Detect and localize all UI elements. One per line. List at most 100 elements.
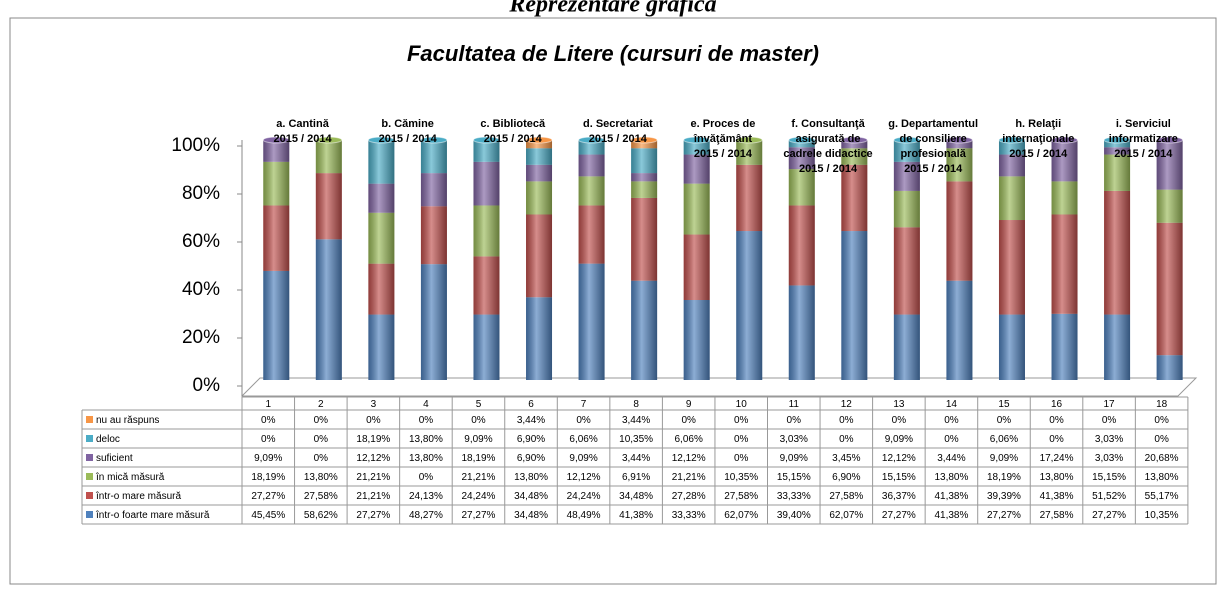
table-value: 0% [1154,415,1169,426]
group-label: f. Consultanţă [791,118,865,130]
bar-cap [315,136,343,144]
bar-cap [893,136,921,144]
table-value: 58,62% [304,510,338,521]
table-value: 0% [892,415,907,426]
group-label: h. Relaţii [1015,118,1061,130]
table-value: 18,19% [462,453,496,464]
table-value: 0% [681,415,696,426]
table-value: 9,09% [254,453,282,464]
bar-shading [315,140,342,380]
table-value: 3,44% [622,453,650,464]
table-value: 21,21% [462,472,496,483]
table-value: 34,48% [619,491,653,502]
table-value: 12,12% [882,453,916,464]
table-value: 0% [261,434,276,445]
group-label: d. Secretariat [583,118,653,130]
table-value: 39,40% [777,510,811,521]
x-tick-label: 7 [581,399,587,410]
table-value: 0% [734,415,749,426]
table-value: 12,12% [567,472,601,483]
group-label: b. Cămine [381,118,434,130]
group-period: 2015 / 2014 [694,148,753,160]
bar-cap [578,136,606,144]
table-value: 41,38% [1040,491,1074,502]
table-value: 55,17% [1145,491,1179,502]
table-value: 6,90% [517,434,545,445]
bar-cap [998,136,1026,144]
table-value: 3,44% [517,415,545,426]
table-value: 0% [366,415,381,426]
bar-shading [1051,140,1078,380]
bar-cap [1156,136,1184,144]
bar-shading [526,140,553,380]
group-period: 2015 / 2014 [273,133,332,145]
table-value: 62,07% [724,510,758,521]
legend-label: nu au răspuns [96,415,159,426]
group-label: învăţământ [693,133,752,145]
bar-cap [788,136,816,144]
bar-shading [420,140,447,380]
table-value: 27,28% [672,491,706,502]
table-value: 0% [576,415,591,426]
bar-cap [840,136,868,144]
bar-shading [473,140,500,380]
bar-shading [946,140,973,380]
bar-shading [631,140,658,380]
table-value: 33,33% [672,510,706,521]
x-tick-label: 8 [633,399,639,410]
table-value: 0% [734,434,749,445]
table-value: 10,35% [619,434,653,445]
table-value: 18,19% [251,472,285,483]
table-value: 0% [471,415,486,426]
table-value: 21,21% [356,472,390,483]
table-value: 6,90% [832,472,860,483]
table-value: 27,27% [251,491,285,502]
bar-cap [945,136,973,144]
group-period: 2015 / 2014 [1114,148,1173,160]
x-tick-label: 3 [371,399,377,410]
group-label: e. Proces de [691,118,756,130]
table-value: 27,58% [1040,510,1074,521]
table-value: 0% [314,415,329,426]
legend-swatch [86,416,93,423]
bar-shading [788,140,815,380]
table-value: 0% [997,415,1012,426]
group-label: de consiliere [900,133,967,145]
bar-shading [263,140,290,380]
bar-cap [735,136,763,144]
table-value: 15,15% [777,472,811,483]
table-value: 3,44% [937,453,965,464]
bar-shading [841,140,868,380]
y-tick-label: 100% [171,135,220,156]
bar-cap [630,136,658,144]
table-value: 24,24% [462,491,496,502]
table-value: 13,80% [409,434,443,445]
table-value: 10,35% [1145,510,1179,521]
table-value: 13,80% [934,472,968,483]
table-value: 48,49% [567,510,601,521]
legend-label: suficient [96,453,133,464]
x-tick-label: 14 [946,399,958,410]
table-value: 9,09% [990,453,1018,464]
bar-cap [1051,136,1079,144]
bar-cap [525,136,553,144]
x-tick-label: 2 [318,399,324,410]
table-value: 21,21% [356,491,390,502]
table-value: 17,24% [1040,453,1074,464]
group-label: c. Bibliotecă [480,118,546,130]
table-value: 3,03% [1095,453,1123,464]
group-label: asigurată de [796,133,861,145]
bar-shading [1156,140,1183,380]
table-value: 9,09% [464,434,492,445]
x-tick-label: 16 [1051,399,1063,410]
table-value: 0% [419,415,434,426]
table-value: 27,58% [304,491,338,502]
y-tick-label: 40% [182,279,220,300]
y-tick-label: 0% [193,375,221,396]
table-value: 6,91% [622,472,650,483]
x-tick-label: 11 [789,399,800,410]
bar-cap [420,136,448,144]
table-value: 27,27% [1092,510,1126,521]
bar-shading [1104,140,1131,380]
